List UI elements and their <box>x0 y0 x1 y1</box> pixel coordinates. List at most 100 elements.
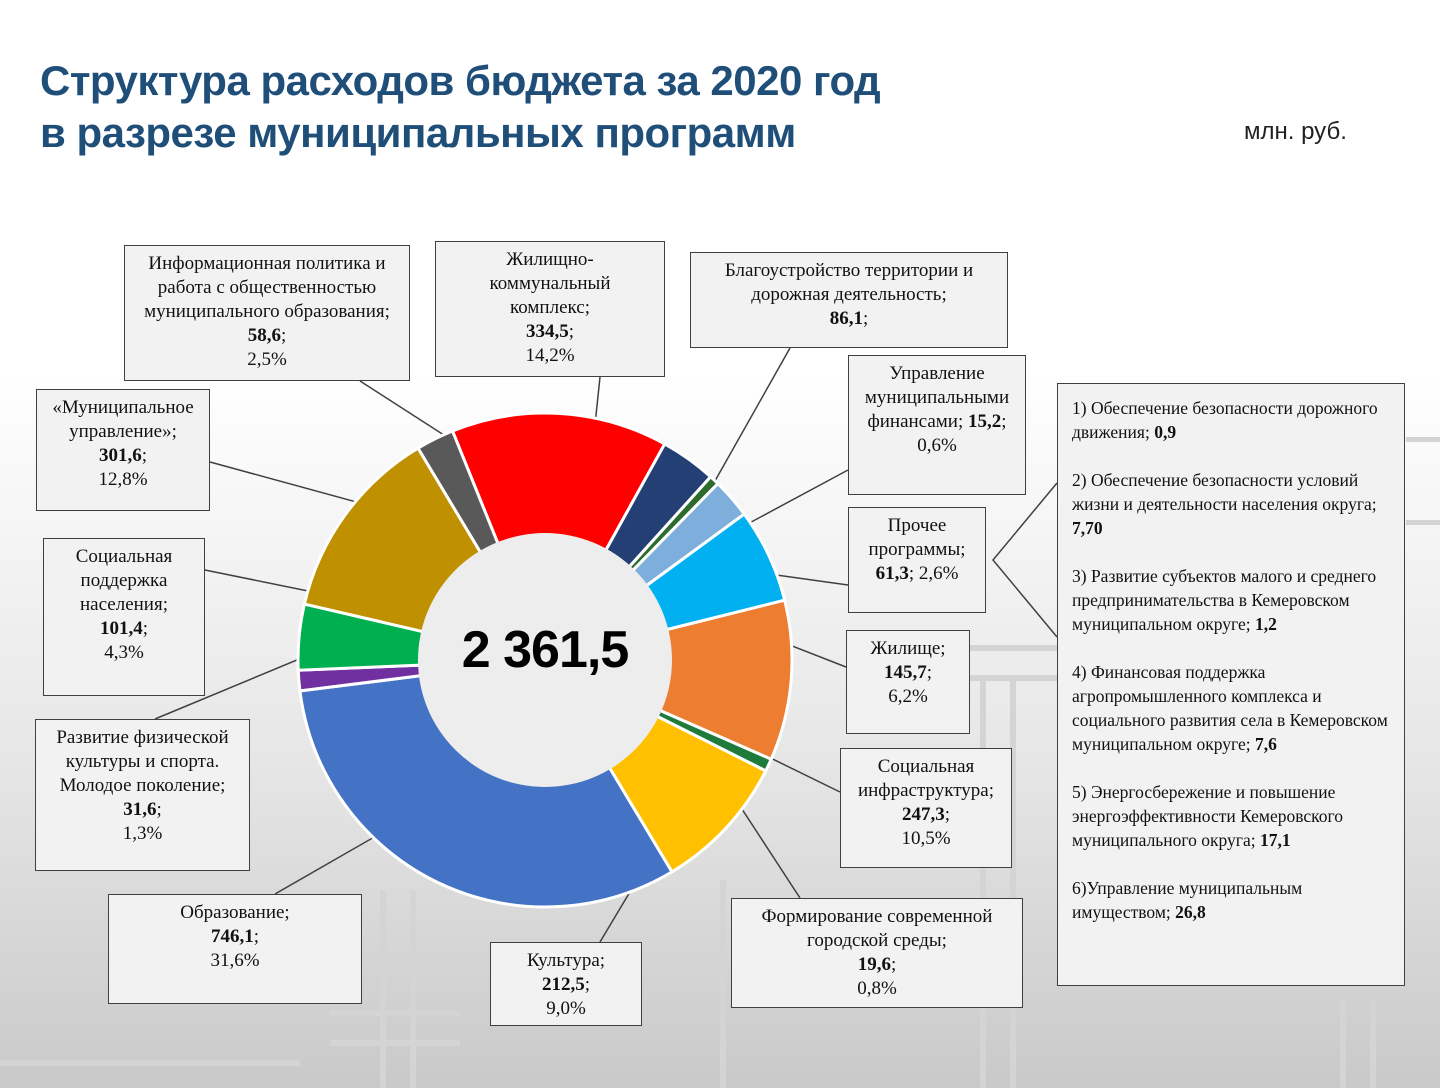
background-line <box>1406 437 1440 442</box>
slice-callout: Формирование современной городской среды;… <box>731 898 1023 1008</box>
background-line <box>1010 680 1016 1088</box>
legend-item: 5) Энергосбережение и повышение энергоэф… <box>1072 782 1344 850</box>
slice-label-line: финансами; 15,2; <box>867 411 1007 432</box>
slice-callout: Образование; 746,1; 31,6% <box>108 894 362 1004</box>
slice-value-line: 19,6; <box>857 954 897 975</box>
slice-label-line: управление»; <box>69 421 177 442</box>
slice-percent: 4,3% <box>104 642 144 663</box>
slice-value-line: 86,1; <box>829 308 869 329</box>
slice-label-line: культуры и спорта. <box>65 751 220 772</box>
other-programs-legend: 1) Обеспечение безопасности дорожного дв… <box>1057 383 1405 986</box>
slice-value-line: 212,5; <box>541 974 591 995</box>
slice-callout: Благоустройство территории и дорожная дея… <box>690 252 1008 348</box>
slice-label-line: Культура; <box>526 950 606 971</box>
slice-value-line: 746,1; <box>210 926 260 947</box>
slice-value-line: 101,4; <box>99 618 149 639</box>
background-line <box>0 1060 300 1066</box>
slice-value-line: 247,3; <box>901 804 951 825</box>
slice-callout: Развитие физической культуры и спорта. Мол… <box>35 719 250 871</box>
slice-callout: Прочее программы; 61,3; 2,6% <box>848 507 986 613</box>
slice-callout: Социальная поддержка населения; 101,4; 4,3% <box>43 538 205 696</box>
slice-label-line: поддержка <box>80 570 168 591</box>
page-title: Структура расходов бюджета за 2020 год в… <box>40 55 881 159</box>
slice-value: 301,6 <box>98 445 142 466</box>
slice-percent: 6,2% <box>888 686 928 707</box>
slice-callout: Социальная инфраструктура; 247,3; 10,5% <box>840 748 1012 868</box>
slice-label-line: комплекс; <box>510 297 590 318</box>
background-line <box>330 1040 460 1046</box>
legend-item: 4) Финансовая поддержка агропромышленног… <box>1072 662 1388 754</box>
background-line <box>1340 1000 1346 1088</box>
title-line-1: Структура расходов бюджета за 2020 год <box>40 57 881 104</box>
slice-label-line: инфраструктура; <box>857 780 995 801</box>
title-line-2: в разрезе муниципальных программ <box>40 109 796 156</box>
slice-value: 212,5 <box>541 974 585 995</box>
slice-percent: 31,6% <box>210 950 260 971</box>
slice-value-line: 145,7; <box>883 662 933 683</box>
slice-value: 334,5 <box>525 321 569 342</box>
slice-label-line: Социальная <box>75 546 173 567</box>
slice-label-line: Формирование современной <box>761 906 993 927</box>
slice-percent: 14,2% <box>525 345 575 366</box>
slice-label-line: дорожная деятельность; <box>751 284 947 305</box>
legend-item: 1) Обеспечение безопасности дорожного дв… <box>1072 398 1378 442</box>
legend-item: 3) Развитие субъектов малого и среднего … <box>1072 566 1377 634</box>
callout-connector <box>737 802 801 899</box>
slice-label-line: Жилищно- <box>506 249 594 270</box>
slice-percent: 10,5% <box>901 828 951 849</box>
slice-value: 19,6 <box>857 954 891 975</box>
slice-value-line: 334,5; <box>525 321 575 342</box>
slice-callout: Культура; 212,5; 9,0% <box>490 942 642 1026</box>
slice-callout: Жилище; 145,7; 6,2% <box>846 630 970 734</box>
slice-value-line: 31,6; <box>123 799 162 820</box>
donut-slices <box>296 411 794 909</box>
slice-label-line: Информационная политика и <box>148 253 386 274</box>
background-line <box>960 645 1060 651</box>
callout-connector <box>710 347 791 489</box>
slice-value: 15,2 <box>968 411 1002 432</box>
slice-label-line: «Муниципальное <box>52 397 194 418</box>
donut-hole <box>418 533 672 787</box>
background-line <box>330 1010 460 1016</box>
unit-label: млн. руб. <box>1244 118 1347 145</box>
legend-item: 6)Управление муниципальным имуществом; 2… <box>1072 878 1303 922</box>
slice-value: 247,3 <box>901 804 945 825</box>
slice-label-line: Социальная <box>877 756 975 777</box>
background-line <box>410 890 416 1088</box>
slice-value: 746,1 <box>210 926 254 947</box>
background-line <box>980 680 986 1088</box>
slice-value-line: 301,6; <box>98 445 148 466</box>
slice-label-line: Благоустройство территории и <box>724 260 974 281</box>
legend-item: 2) Обеспечение безопасности условий жизн… <box>1072 470 1377 538</box>
slice-callout: Управление муниципальными финансами; 15,2;… <box>848 355 1026 495</box>
slice-label-line: коммунальный <box>489 273 611 294</box>
slice-percent: 2,6% <box>918 563 959 584</box>
slice-label-line: муниципальными <box>864 387 1010 408</box>
slice-value: 101,4 <box>99 618 143 639</box>
slice-percent: 0,8% <box>857 978 897 999</box>
background-line <box>1406 520 1440 525</box>
slice-callout: Жилищно-коммунальный комплекс; 334,5; 14,2% <box>435 241 665 377</box>
slice-percent: 12,8% <box>98 469 148 490</box>
legend-pointer <box>992 482 1058 638</box>
slice-label-line: Жилище; <box>870 638 946 659</box>
slice-label-line: программы; <box>868 539 966 560</box>
slice-label-line: городской среды; <box>807 930 947 951</box>
slice-label-line: работа с общественностью <box>157 277 377 298</box>
slice-label-line: Прочее <box>887 515 947 536</box>
slice-label-line: Образование; <box>180 902 290 923</box>
slice-value: 145,7 <box>883 662 927 683</box>
slice-value: 86,1 <box>829 308 863 329</box>
slice-label-line: Молодое поколение; <box>59 775 226 796</box>
slice-callout: Информационная политика и работа с общест… <box>124 245 410 381</box>
slice-percent: 1,3% <box>122 823 163 844</box>
slice-value: 58,6 <box>247 325 281 346</box>
background-line <box>1370 1000 1376 1088</box>
background-line <box>380 890 386 1088</box>
slice-label-line: муниципального образования; <box>144 301 390 322</box>
background-line <box>720 880 726 1088</box>
slice-value: 61,3 <box>875 563 909 584</box>
slice-value: 31,6 <box>123 799 157 820</box>
slice-label-line: Управление <box>889 363 985 384</box>
